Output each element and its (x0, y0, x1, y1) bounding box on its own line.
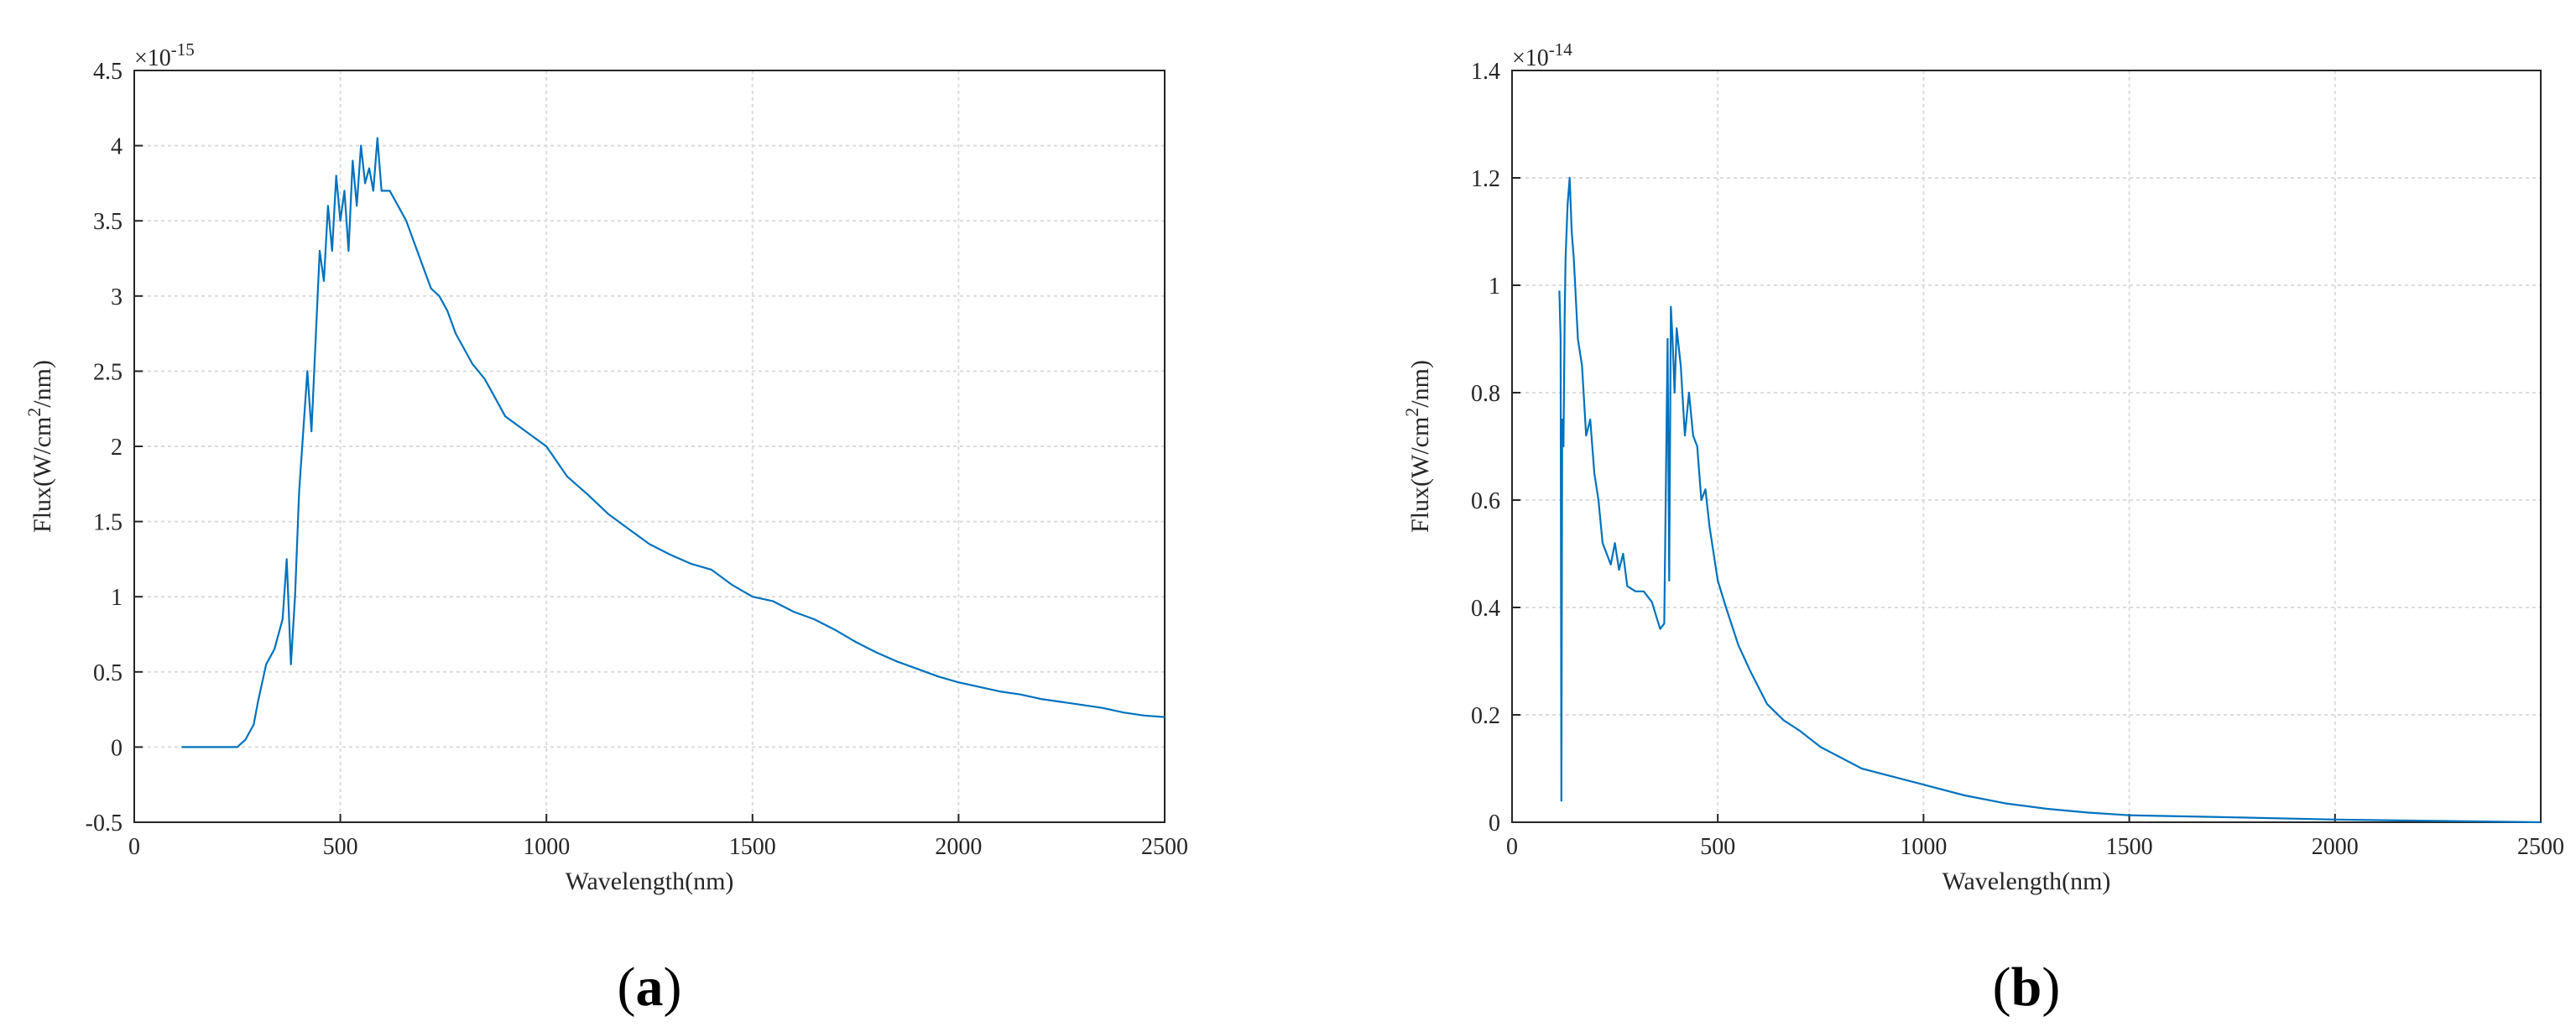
panel-letter: b (2011, 956, 2042, 1018)
y-tick-label: 1.5 (93, 510, 123, 536)
y-tick-label: 0.8 (1471, 381, 1500, 407)
y-tick-label: 1.2 (1471, 166, 1500, 192)
y-axis-title-prefix: Flux(W/cm (29, 417, 56, 533)
y-tick-label: 2 (111, 435, 123, 461)
exponent-base: ×10 (134, 45, 171, 71)
series-line (1558, 176, 2542, 824)
y-axis-title-suffix: /nm) (29, 360, 56, 408)
y-exponent-label: ×10-15 (134, 39, 195, 71)
exponent-base: ×10 (1512, 45, 1549, 71)
panel-label: (a) (618, 956, 682, 1018)
x-tick-label: 0 (128, 834, 140, 860)
x-tick-label: 1000 (1900, 834, 1947, 860)
x-tick-label: 500 (1700, 834, 1735, 860)
y-tick-label: 0.4 (1471, 596, 1500, 622)
y-axis-title-suffix: /nm) (1406, 360, 1434, 408)
y-tick-label: 4 (111, 134, 123, 160)
panel-letter: a (636, 956, 664, 1018)
y-tick-label: 4.5 (93, 59, 123, 85)
y-tick-label: 0 (111, 735, 123, 761)
x-tick-label: 2000 (935, 834, 982, 860)
exponent-power: -15 (171, 39, 195, 60)
y-tick-label: 1.4 (1471, 59, 1500, 85)
x-tick-label: 2500 (1141, 834, 1188, 860)
y-tick-label: 3.5 (93, 209, 123, 235)
x-tick-label: 2500 (2517, 834, 2564, 860)
y-tick-label: 0.6 (1471, 488, 1500, 514)
x-tick-label: 1500 (729, 834, 776, 860)
y-tick-label: 1 (1489, 274, 1500, 300)
panel-label: (b) (1993, 956, 2061, 1018)
panel-a-chart: 0 500 1000 1500 2000 2500-0.500.511.522.533.5… (23, 39, 1188, 1018)
y-axis-title: Flux(W/cm2/nm) (23, 360, 56, 533)
y-axis-title-superscript: 2 (1401, 408, 1422, 417)
x-axis-title: Wavelength(nm) (1942, 868, 2111, 895)
y-tick-label: 2.5 (93, 359, 123, 385)
panel-b-chart: 0 500 1000 1500 2000 2500 0 0.2 0.4 0.6 0.8 1 1.2 1.4… (1401, 39, 2564, 1018)
plot-frame (1511, 70, 2542, 823)
y-tick-label: 0 (1489, 810, 1500, 837)
exponent-power: -14 (1549, 39, 1572, 60)
x-tick-label: 0 (1506, 834, 1518, 860)
x-axis-title: Wavelength(nm) (566, 868, 734, 895)
y-axis-title: Flux(W/cm2/nm) (1401, 360, 1434, 533)
y-tick-label: 3 (111, 284, 123, 310)
x-tick-label: 500 (323, 834, 358, 860)
y-tick-label: 1 (111, 585, 123, 611)
x-tick-label: 2000 (2312, 834, 2359, 860)
x-tick-label: 1500 (2106, 834, 2153, 860)
y-exponent-label: ×10-14 (1512, 39, 1572, 71)
y-axis-title-superscript: 2 (23, 408, 44, 417)
series-line (181, 137, 1165, 748)
y-tick-label: 0.2 (1471, 703, 1500, 729)
y-axis-title-prefix: Flux(W/cm (1406, 417, 1434, 533)
x-tick-label: 1000 (523, 834, 570, 860)
y-tick-label: -0.5 (86, 810, 123, 837)
y-tick-label: 0.5 (93, 660, 123, 686)
